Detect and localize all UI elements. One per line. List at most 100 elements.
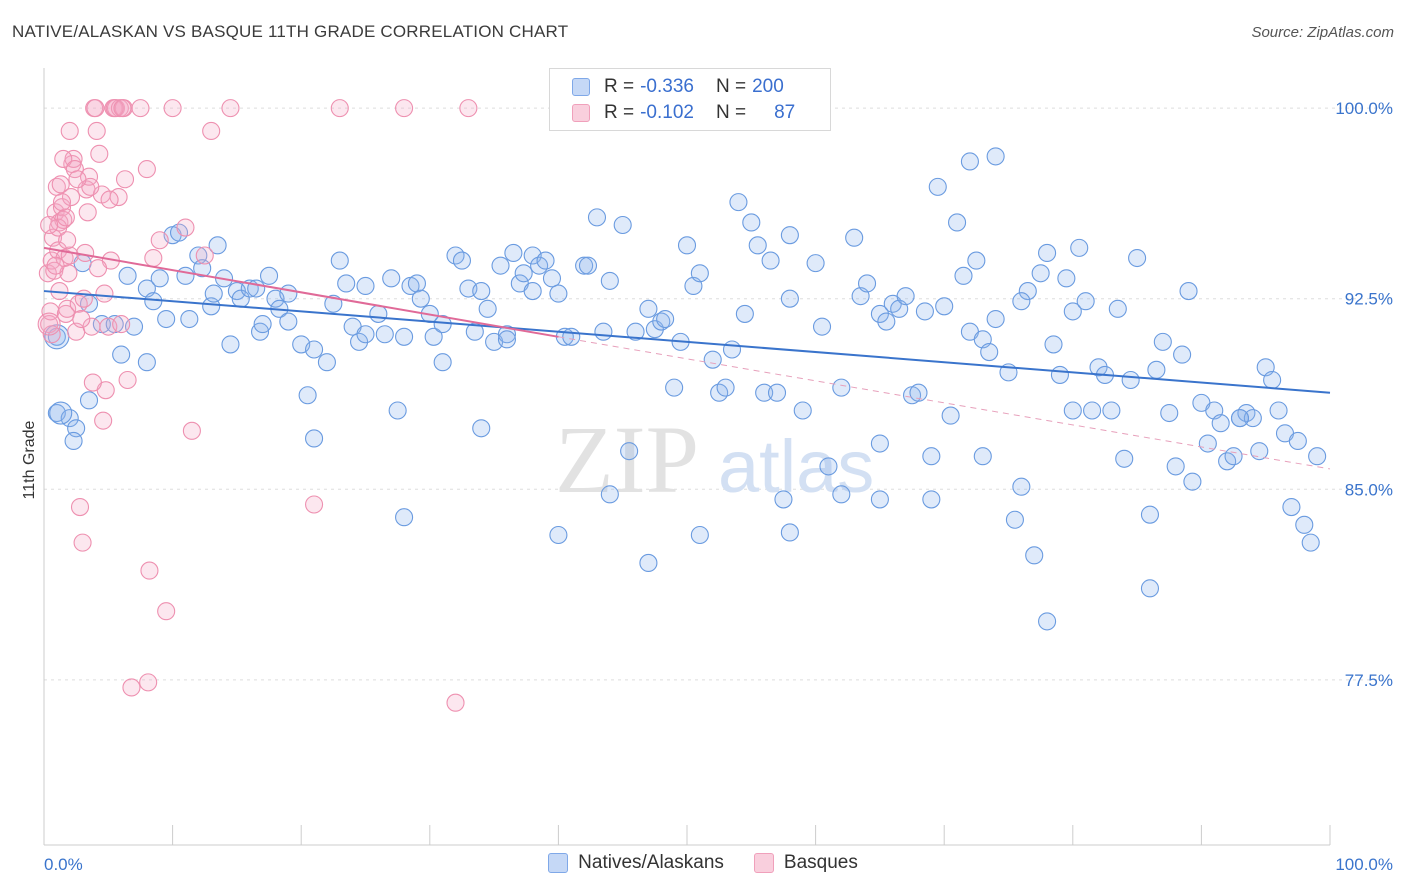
natives-point [388, 401, 407, 420]
natives-point [857, 274, 877, 293]
natives-point [703, 350, 722, 369]
natives-point [1038, 243, 1057, 263]
natives-point [845, 228, 864, 247]
watermark-atlas: atlas [718, 425, 874, 508]
natives-point [305, 340, 324, 359]
natives-point [1211, 414, 1230, 433]
natives-point [1044, 335, 1063, 354]
natives-point [356, 276, 375, 296]
natives-point [1183, 472, 1202, 491]
r-label: R = [604, 102, 635, 123]
basques-point [459, 99, 478, 118]
basques-point [68, 170, 87, 189]
basques-point [105, 99, 124, 118]
natives-point [774, 490, 793, 509]
natives-point [472, 419, 491, 438]
basques-point [221, 99, 240, 118]
natives-point [967, 251, 986, 270]
natives-point [954, 266, 973, 285]
natives-point [411, 289, 430, 308]
natives-point [587, 208, 607, 227]
natives-point [1083, 401, 1102, 420]
x-tick-label: 0.0% [44, 855, 83, 874]
natives-point [305, 429, 324, 448]
natives-point [1160, 403, 1179, 423]
natives-point [1269, 401, 1288, 420]
natives-point [1295, 515, 1314, 534]
basques-point [60, 246, 79, 265]
natives-point [986, 147, 1005, 166]
natives-point [909, 383, 928, 402]
natives-point [562, 327, 581, 346]
chart-title: NATIVE/ALASKAN VS BASQUE 11TH GRADE CORR… [12, 22, 569, 41]
natives-point [1282, 497, 1301, 517]
basques-point [78, 203, 97, 222]
natives-point [144, 292, 163, 311]
basques-point [40, 215, 59, 235]
natives-point [639, 299, 658, 318]
n-value: 87 [774, 102, 796, 123]
basques-point [112, 315, 131, 334]
natives-point [478, 299, 497, 318]
natives-point [896, 287, 915, 306]
legend-item-natives[interactable]: Natives/Alaskans [548, 852, 724, 874]
y-tick-label: 92.5% [1345, 290, 1393, 309]
natives-point [452, 251, 472, 270]
basques-point [163, 99, 182, 118]
basques-point [182, 421, 201, 440]
natives-point [1102, 401, 1121, 420]
natives-point [973, 447, 992, 466]
basques-point [60, 121, 79, 141]
stats-legend: R = -0.336 N = 200 R = -0.102 N = 87 [549, 68, 831, 131]
natives-point [1140, 505, 1160, 524]
natives-point [1224, 447, 1243, 466]
basques-point [37, 312, 61, 336]
legend-item-basques[interactable]: Basques [753, 852, 858, 874]
natives-point [1308, 447, 1327, 466]
natives-point [742, 213, 761, 232]
natives-point [279, 312, 298, 331]
natives-point [575, 256, 594, 275]
y-tick-label: 77.5% [1345, 671, 1393, 690]
natives-point [870, 304, 889, 323]
natives-point [549, 525, 568, 545]
natives-point [1018, 282, 1037, 301]
natives-point [504, 243, 523, 263]
natives-point [330, 251, 349, 270]
natives-point [337, 274, 356, 293]
n-label: N = [715, 76, 747, 97]
y-tick-label: 85.0% [1345, 480, 1393, 499]
legend-swatch-pink [753, 853, 774, 873]
basques-point [74, 289, 93, 308]
basques-point [176, 218, 195, 237]
natives-point [806, 254, 825, 273]
natives-point [656, 309, 675, 329]
natives-point [1263, 370, 1282, 390]
natives-point [1128, 248, 1147, 268]
basques-point [90, 144, 109, 163]
natives-point [793, 401, 812, 420]
natives-point [523, 282, 542, 301]
legend-swatch-pink [572, 104, 590, 122]
natives-point [1250, 442, 1269, 461]
y-axis-label: 11th Grade [21, 420, 38, 499]
basques-point [157, 602, 176, 621]
natives-point [253, 315, 272, 334]
natives-point [594, 322, 613, 341]
natives-point [536, 251, 555, 270]
legend-swatch-blue [548, 853, 569, 873]
natives-point [112, 345, 131, 364]
basques-point [115, 170, 135, 189]
natives-point [1140, 579, 1160, 598]
basques-trend-extension [558, 336, 1331, 470]
natives-point [729, 193, 748, 212]
basques-point [73, 533, 92, 552]
basques-point [144, 248, 163, 268]
natives-point [948, 213, 967, 232]
natives-point [1070, 238, 1089, 257]
natives-point [157, 309, 176, 329]
natives-point [1089, 358, 1108, 377]
basques-point [69, 294, 88, 313]
natives-point [221, 335, 240, 354]
